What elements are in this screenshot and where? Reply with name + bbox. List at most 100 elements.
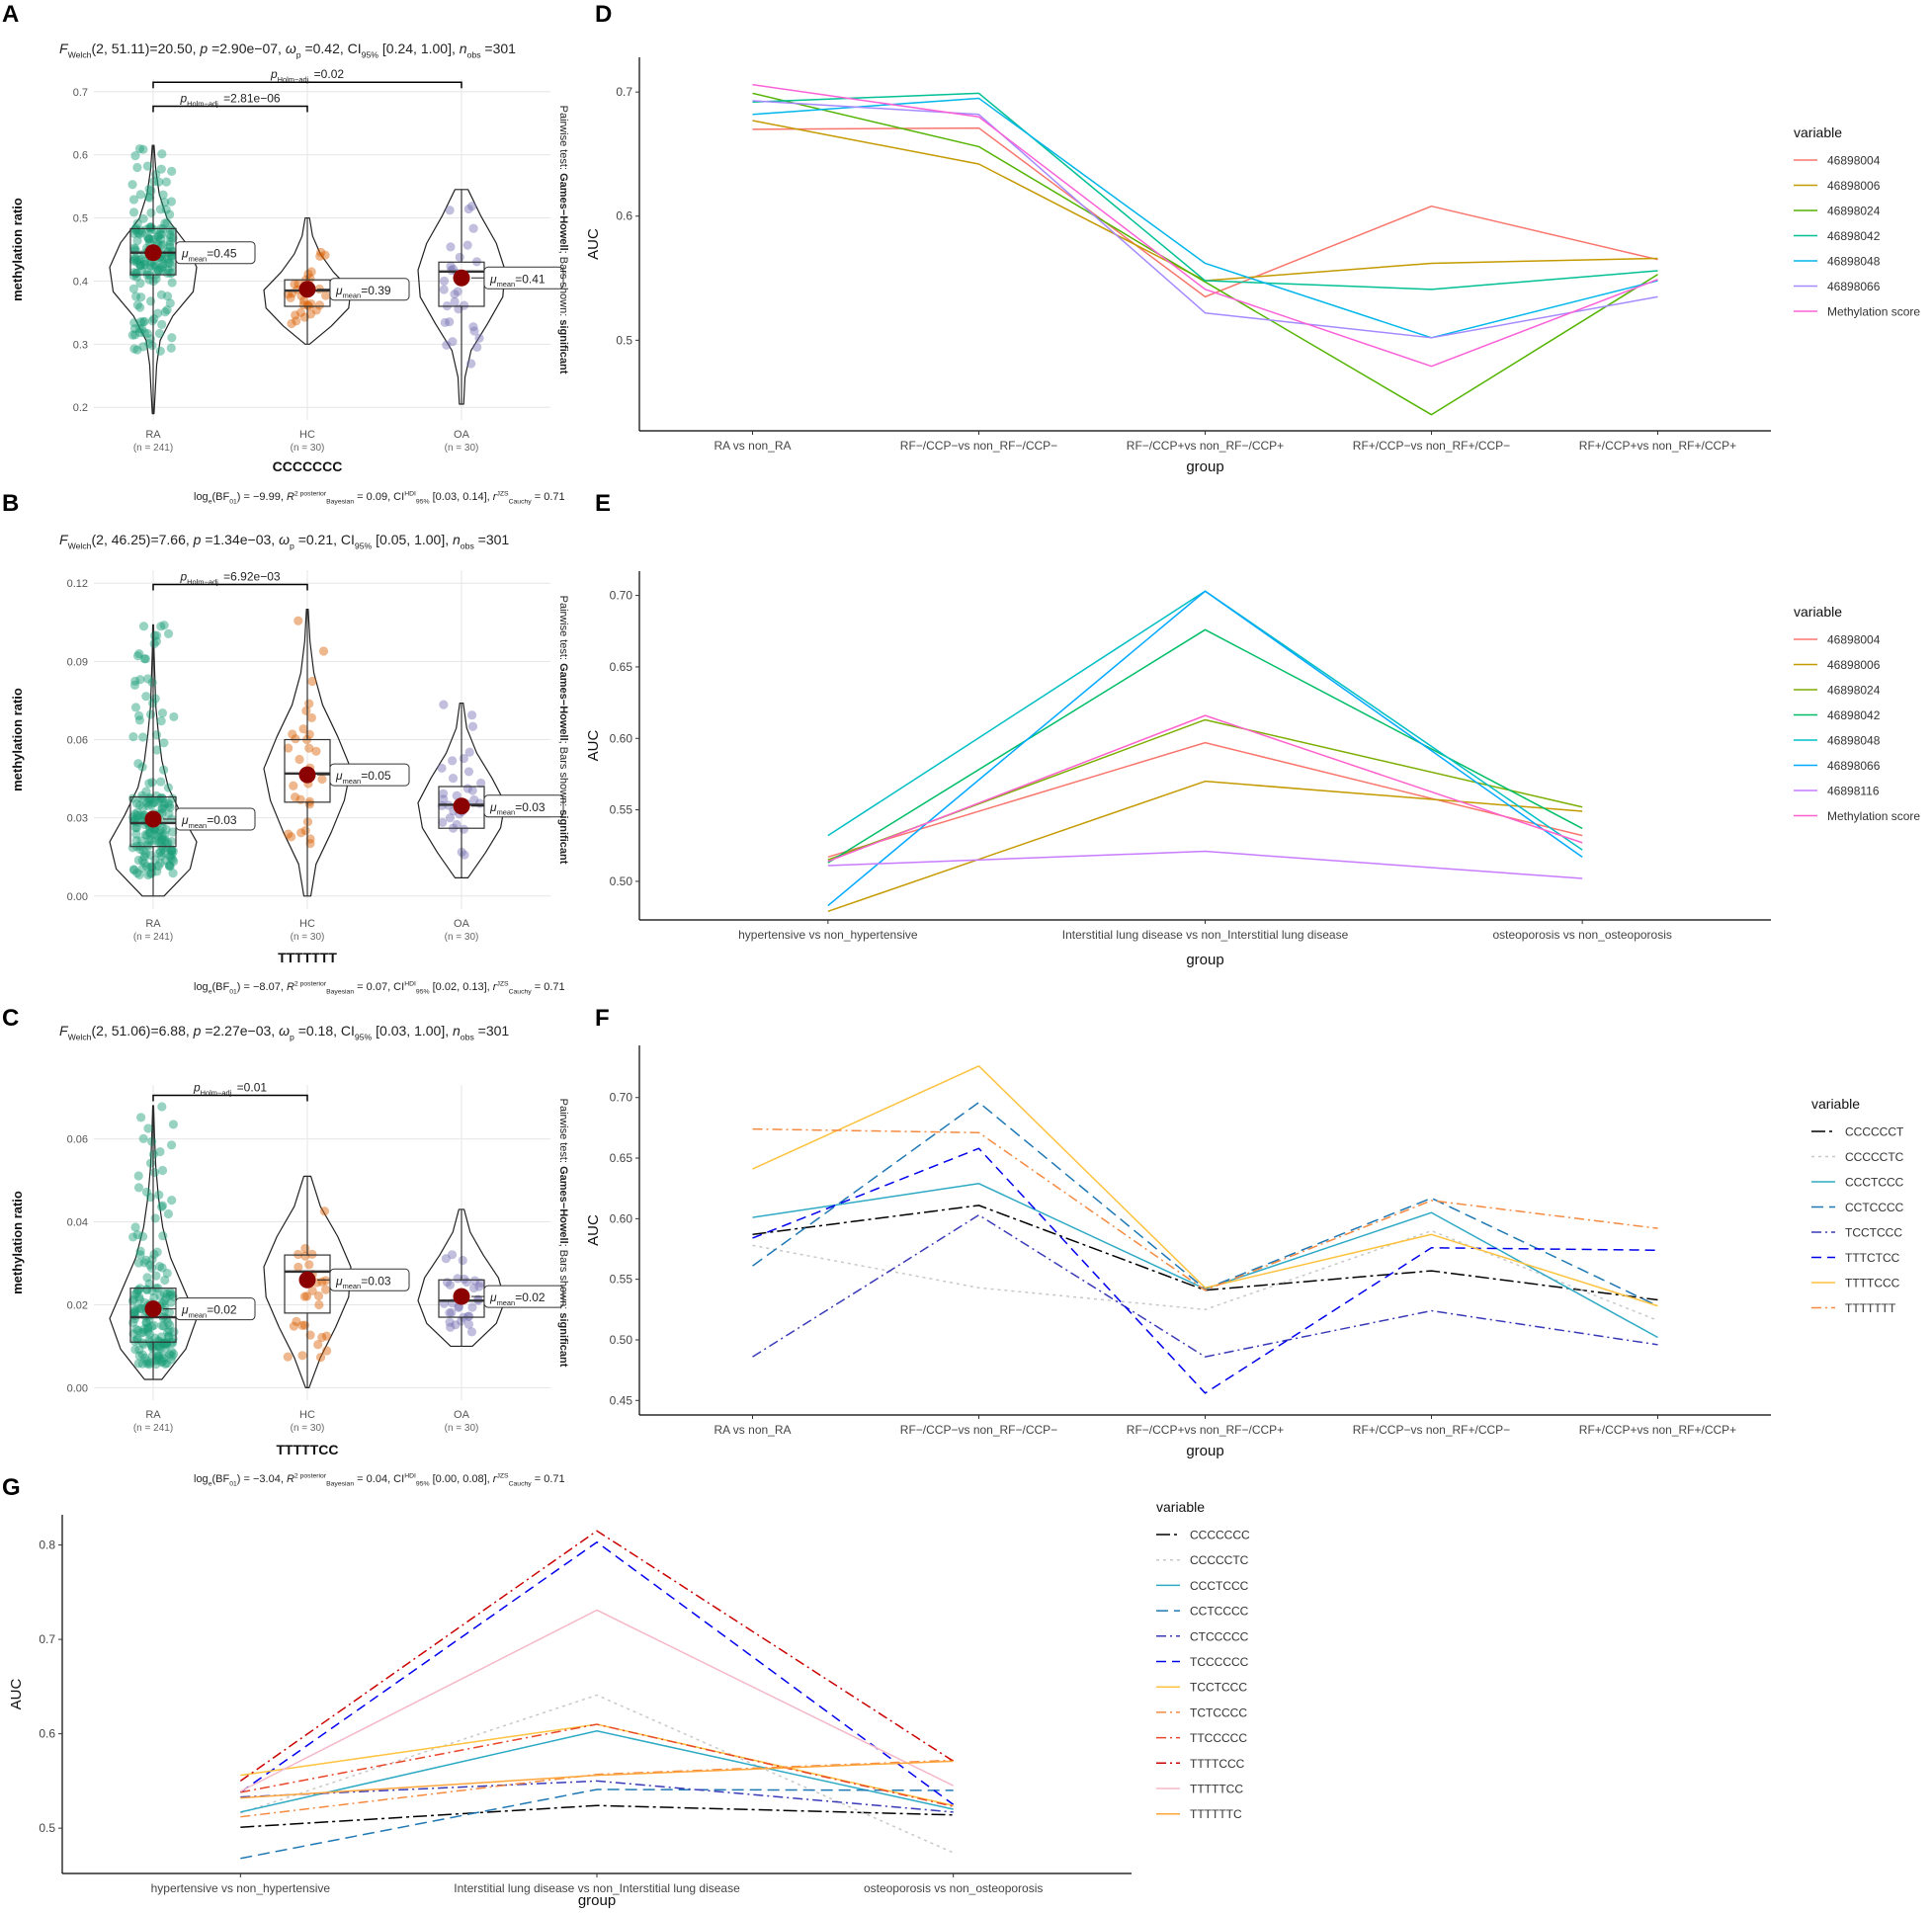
data-point: [134, 870, 144, 880]
series-line-46898004: [752, 126, 1658, 298]
x-tick-label: Interstitial lung disease vs non_Interst…: [1062, 928, 1349, 942]
data-point: [130, 809, 140, 819]
data-point: [150, 836, 160, 846]
mean-point-ra: [144, 810, 162, 828]
data-point: [129, 680, 140, 690]
data-point: [160, 830, 170, 840]
data-point: [313, 1340, 323, 1350]
data-point: [146, 869, 157, 878]
data-point: [135, 317, 146, 327]
series-line-46898116: [827, 850, 1583, 879]
data-point: [468, 223, 478, 233]
legend-label: CCCTCCC: [1190, 1579, 1249, 1593]
data-point: [168, 827, 178, 837]
data-point: [140, 849, 151, 859]
data-point: [142, 830, 152, 841]
series-line-46898042: [752, 92, 1658, 291]
data-point: [138, 846, 148, 856]
data-point: [445, 317, 455, 327]
mean-label-box: [483, 794, 564, 818]
data-point: [127, 793, 138, 803]
data-point: [128, 1294, 138, 1304]
data-point: [157, 835, 167, 846]
data-point: [130, 151, 140, 161]
data-point: [142, 161, 152, 171]
data-point: [129, 1308, 139, 1318]
data-point: [153, 308, 163, 318]
mean-label: μmean=0.45: [181, 247, 237, 264]
data-point: [164, 862, 175, 872]
data-point: [134, 1345, 144, 1355]
panel-letter-c: C: [2, 1005, 19, 1032]
legend-label: 46898006: [1827, 658, 1881, 672]
y-tick-label: 0.65: [610, 660, 633, 674]
bracket-label: pHolm−adj. =2.81e−06: [179, 91, 280, 108]
data-point: [149, 1320, 159, 1330]
mean-label-box: [329, 1268, 410, 1291]
x-tick-label: OA: [454, 1409, 470, 1421]
data-point: [304, 799, 314, 809]
y-axis-label: AUC: [585, 228, 602, 260]
data-point: [153, 231, 163, 241]
series-line-methylation-score: [752, 83, 1658, 368]
data-point: [152, 745, 162, 755]
data-point: [144, 184, 154, 194]
data-point: [163, 783, 173, 792]
data-point: [439, 276, 450, 286]
data-point: [139, 852, 149, 862]
data-point: [158, 1350, 169, 1360]
data-point: [305, 309, 316, 319]
data-point: [160, 307, 170, 317]
data-point: [139, 259, 149, 269]
data-point: [160, 856, 171, 866]
data-point: [445, 1317, 455, 1327]
data-point: [154, 1342, 164, 1352]
data-point: [129, 1306, 139, 1317]
data-point: [138, 342, 148, 352]
data-point: [156, 1332, 167, 1342]
data-point: [454, 1302, 463, 1312]
panel-f: 0.45 0.50 0.55 0.60 0.65 0.70 RA vs non_RA RF−/…: [585, 1045, 1904, 1459]
data-point: [154, 1354, 164, 1364]
data-point: [156, 1202, 167, 1211]
data-point: [438, 817, 448, 828]
legend-label: TTCCCCC: [1190, 1731, 1247, 1745]
series-line-46898066: [752, 100, 1658, 339]
data-point: [166, 853, 176, 863]
data-point: [442, 1278, 453, 1288]
data-point: [452, 790, 462, 800]
violin-oa: [417, 1208, 506, 1348]
data-point: [161, 843, 172, 853]
data-point: [459, 824, 468, 834]
data-point: [306, 267, 316, 277]
legend-label: CCTCCCC: [1190, 1605, 1249, 1619]
data-point: [464, 747, 474, 757]
x-tick-label: HC: [299, 1409, 315, 1421]
data-point: [167, 1351, 177, 1361]
y-tick-label: 0.45: [610, 1393, 633, 1407]
data-point: [161, 1339, 171, 1349]
data-point: [147, 1341, 157, 1351]
data-point: [160, 254, 170, 264]
y-tick-label: 0.09: [67, 656, 88, 668]
data-point: [156, 622, 166, 631]
data-point: [128, 1329, 138, 1339]
data-point: [289, 781, 298, 790]
data-point: [142, 328, 153, 339]
data-point: [446, 1322, 456, 1332]
data-point: [164, 1332, 174, 1342]
x-tick-count: (n = 30): [291, 1423, 325, 1434]
data-point: [156, 1357, 167, 1368]
y-tick-label: 0.70: [610, 1091, 633, 1105]
mean-label: μmean=0.03: [335, 1274, 391, 1290]
data-point: [135, 260, 145, 270]
data-point: [141, 224, 151, 234]
y-tick-label: 0.06: [67, 1134, 88, 1146]
data-point: [157, 823, 167, 833]
data-point: [142, 232, 152, 242]
data-point: [135, 190, 145, 200]
data-point: [145, 261, 155, 271]
data-point: [131, 798, 142, 808]
data-point: [137, 1359, 147, 1369]
data-point: [168, 1120, 179, 1129]
